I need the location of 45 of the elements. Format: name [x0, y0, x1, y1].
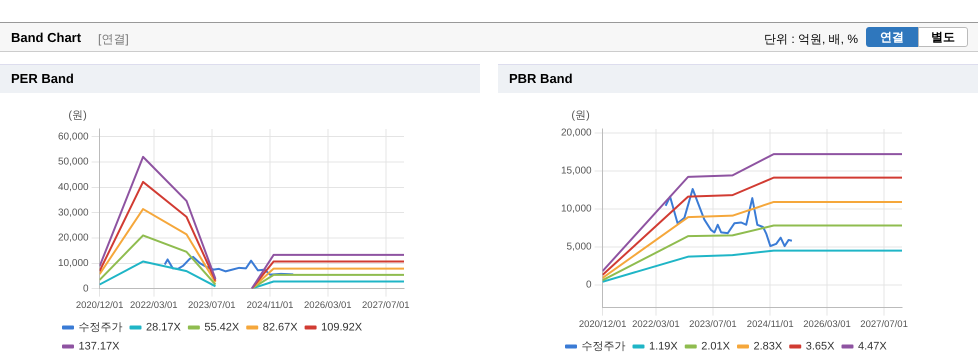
y-tick-label: 0 [83, 283, 90, 294]
x-tick-label: 2026/03/01 [304, 300, 352, 311]
text: 단위 : 억원, 배, % [764, 31, 858, 48]
y-tick-label: 15,000 [560, 166, 592, 177]
legend-label: 3.65X [806, 340, 836, 353]
y-tick-label: 60,000 [58, 131, 90, 142]
y-tick-label: 5,000 [566, 242, 592, 253]
legend-label: 4.47X [858, 340, 888, 353]
legend-label: 28.17X [146, 322, 182, 334]
x-tick-label: 2027/07/01 [860, 318, 908, 330]
x-tick-label: 2023/07/01 [188, 300, 236, 311]
legend-label: 2.01X [701, 340, 731, 353]
x-tick-label: 2024/11/01 [746, 318, 794, 330]
legend-label: 55.42X [204, 322, 240, 334]
y-tick-label: 40,000 [58, 182, 90, 194]
legend-label: 109.92X [321, 322, 363, 334]
text: 연결 [866, 27, 918, 47]
text: 별도 [918, 27, 968, 47]
text: [연결] [98, 31, 129, 48]
y-axis-title: (원) [68, 110, 87, 122]
legend-label: 수정주가 [78, 322, 122, 334]
y-tick-label: 20,000 [560, 128, 592, 139]
x-tick-label: 2020/12/01 [578, 318, 626, 330]
y-tick-label: 30,000 [58, 207, 90, 218]
y-tick-label: 10,000 [58, 258, 90, 270]
legend-label: 137.17X [78, 340, 120, 353]
y-tick-label: 20,000 [58, 232, 90, 244]
y-tick-label: 50,000 [58, 156, 90, 168]
legend-label: 2.83X [753, 340, 783, 353]
x-tick-label: 2023/07/01 [689, 318, 737, 330]
x-tick-label: 2026/03/01 [803, 318, 851, 330]
y-axis-title: (원) [571, 110, 590, 122]
legend-label: 1.19X [649, 340, 678, 353]
x-tick-label: 2022/03/01 [130, 300, 178, 311]
chart-title: PBR Band [498, 64, 978, 93]
legend-label: 82.67X [262, 322, 298, 334]
y-tick-label: 10,000 [560, 204, 592, 215]
x-tick-label: 2020/12/01 [76, 300, 124, 311]
chart-title: PER Band [0, 64, 480, 93]
legend-label: 수정주가 [582, 340, 626, 353]
text: Band Chart [11, 30, 82, 45]
x-tick-label: 2022/03/01 [632, 318, 680, 330]
x-tick-label: 2024/11/01 [246, 300, 294, 311]
x-tick-label: 2027/07/01 [362, 300, 410, 311]
y-tick-label: 0 [586, 280, 592, 291]
